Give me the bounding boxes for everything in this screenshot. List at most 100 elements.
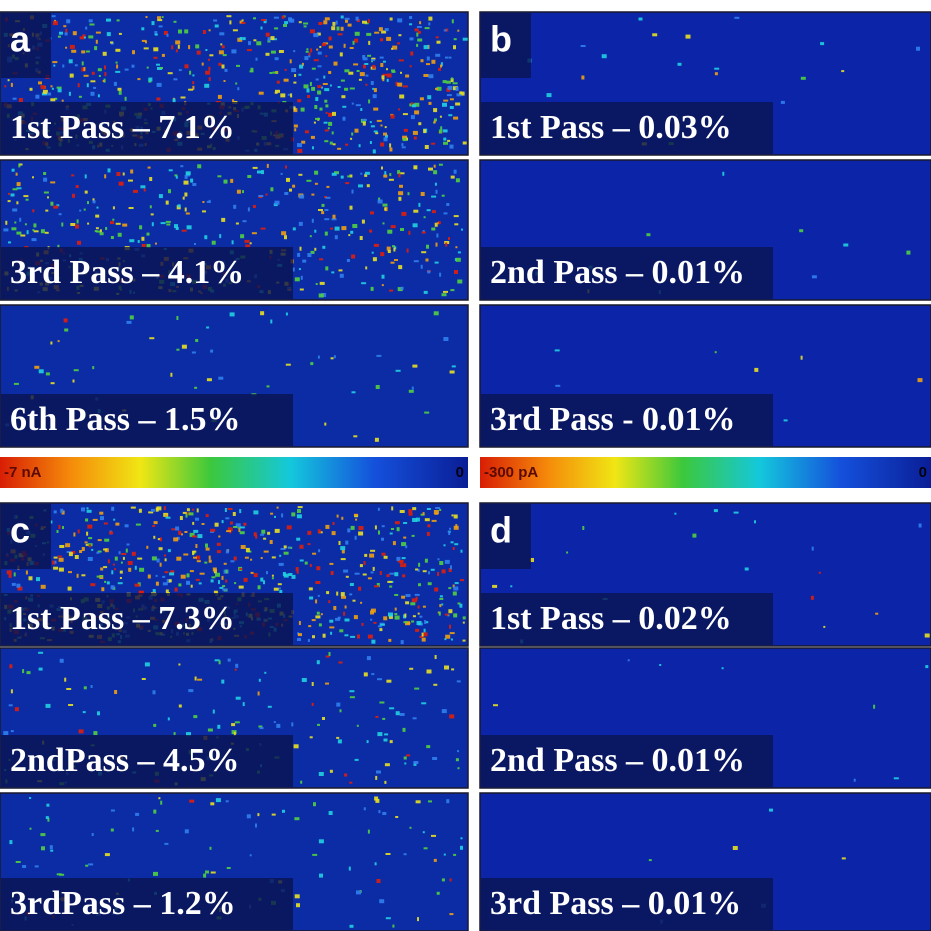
speckle [338, 86, 341, 88]
speckle [445, 614, 449, 616]
speckle [192, 509, 194, 511]
speckle [383, 222, 385, 224]
speckle [377, 879, 381, 883]
speckle [375, 525, 377, 529]
speckle [714, 509, 718, 512]
speckle [208, 59, 210, 61]
speckle [345, 18, 350, 20]
speckle [343, 570, 348, 573]
speckle [398, 265, 402, 269]
speckle [416, 33, 418, 37]
speckle [409, 16, 412, 19]
map-image: 3rd Pass - 0.01% [480, 305, 931, 447]
speckle [86, 532, 88, 536]
speckle [180, 165, 183, 167]
speckle [335, 618, 340, 621]
speckle [53, 65, 55, 67]
speckle [95, 215, 99, 218]
speckle [39, 369, 44, 373]
speckle [338, 33, 343, 35]
speckle [314, 248, 316, 251]
speckle [11, 689, 13, 693]
speckle [320, 108, 323, 111]
speckle [111, 570, 113, 574]
speckle [367, 184, 370, 187]
speckle [324, 209, 328, 211]
speckle [32, 229, 34, 231]
speckle [338, 739, 342, 743]
speckle [197, 560, 201, 562]
speckle [357, 70, 360, 72]
speckle [299, 21, 302, 23]
speckle [296, 538, 300, 541]
speckle [52, 61, 57, 63]
speckle [300, 289, 304, 291]
speckle [401, 143, 403, 146]
speckle [317, 91, 321, 95]
speckle [336, 703, 340, 707]
speckle [358, 184, 363, 187]
speckle [349, 690, 354, 692]
speckle [194, 387, 197, 389]
speckle [96, 40, 98, 44]
speckle [130, 315, 134, 319]
speckle [159, 547, 163, 550]
speckle [314, 122, 316, 124]
speckle [104, 65, 106, 69]
speckle [299, 222, 303, 226]
speckle [431, 143, 435, 145]
speckle [459, 604, 462, 608]
speckle [70, 223, 75, 226]
speckle [184, 531, 187, 533]
speckle [646, 233, 650, 236]
speckle [341, 592, 345, 596]
image-label: 3rd Pass - 0.01% [490, 401, 736, 438]
speckle [239, 509, 241, 513]
speckle [385, 28, 389, 31]
speckle [360, 602, 362, 604]
speckle [69, 59, 73, 63]
speckle [382, 525, 385, 527]
speckle [801, 356, 803, 360]
speckle [240, 37, 243, 40]
speckle [348, 234, 350, 236]
speckle [448, 531, 450, 535]
speckle [252, 232, 257, 234]
speckle [799, 229, 803, 232]
speckle [443, 142, 448, 145]
speckle [160, 801, 162, 805]
speckle [341, 16, 344, 19]
speckle [65, 543, 70, 547]
speckle [734, 512, 739, 514]
speckle [359, 79, 362, 81]
speckle [443, 291, 448, 293]
speckle [57, 530, 59, 533]
speckle [146, 546, 148, 549]
speckle [247, 175, 251, 178]
speckle [296, 567, 299, 571]
speckle [456, 178, 460, 182]
speckle [383, 175, 387, 178]
speckle [275, 90, 280, 93]
speckle [260, 534, 264, 536]
speckle [405, 75, 409, 78]
speckle [386, 680, 391, 683]
speckle [222, 589, 227, 591]
speckle [336, 592, 338, 596]
speckle [85, 174, 87, 178]
speckle [326, 112, 328, 114]
speckle [316, 283, 318, 285]
speckle [222, 520, 224, 523]
speckle [236, 697, 241, 700]
speckle [202, 201, 204, 203]
speckle [120, 577, 122, 579]
speckle [345, 541, 348, 545]
speckle [453, 613, 457, 617]
speckle [399, 185, 403, 188]
speckle [185, 208, 187, 212]
speckle [436, 36, 439, 38]
speckle [133, 190, 138, 193]
speckle [157, 16, 161, 19]
speckle [284, 235, 287, 239]
speckle [332, 112, 336, 116]
